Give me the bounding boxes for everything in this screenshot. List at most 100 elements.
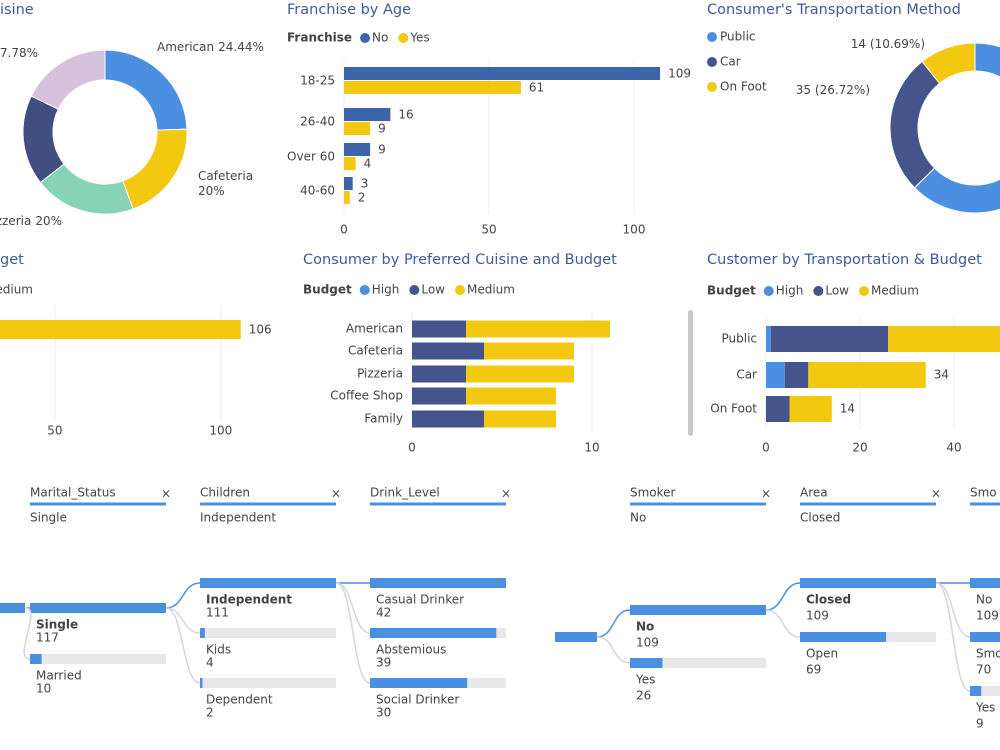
data-label: 2 [358,191,366,205]
bar [344,143,371,156]
chart-title: isine [0,2,34,18]
donut-slice [913,42,1000,214]
legend-label: Yes [409,31,429,45]
slicer-clear[interactable]: × [501,487,511,501]
bar-segment [766,396,790,422]
data-label-name: Cafeteria [198,169,253,183]
slicer-value: Independent [200,511,276,525]
y-tick-label: Public [721,332,757,346]
tree-bar [970,578,1000,588]
legend-marker [409,285,420,295]
tree-node-label: Closed [806,593,851,607]
data-label: 14 (10.69%) [851,37,925,51]
data-label: 9 [378,122,386,136]
data-label-value: 17.78% [0,46,38,60]
y-tick-label: On Foot [710,402,757,416]
slicer-field: Smo [970,486,997,500]
bar-segment [466,387,556,405]
tree-root-bar [555,632,597,642]
legend-label: Low [825,284,849,298]
slicer-clear[interactable]: × [331,487,341,501]
tree-root-bar [0,603,25,613]
legend-label: High [372,283,400,297]
donut-slice [921,42,976,85]
bar [344,122,371,135]
tree-node-value: 70 [976,663,991,677]
y-tick-label: Cafeteria [348,344,403,358]
bar-segment [808,362,926,388]
total-label: 14 [840,402,855,416]
chart-title: get [0,252,24,268]
x-tick-label: 50 [481,223,496,237]
tree-track [30,654,166,664]
tree-node-value: 109 [806,609,829,623]
tree-node-label: Social Drinker [376,693,459,707]
slicer-clear[interactable]: × [761,487,771,501]
y-tick-label: American [346,322,403,336]
tree-node-value: 2 [206,706,214,720]
tree-node-label: Kids [206,643,231,657]
tree-connector [335,582,371,634]
x-tick-label: 20 [852,441,867,455]
tree-connector [596,609,631,638]
y-tick-label: Pizzeria [357,367,403,381]
tree-bar [370,678,468,688]
data-label: 4 [364,157,372,171]
data-label: 17.78% [0,46,38,60]
tree-node-label: Married [36,669,82,683]
scrollbar[interactable] [688,310,693,436]
slicer-value: No [630,511,646,525]
data-label-value: 14 (10.69%) [851,37,925,51]
bar-segment [484,342,574,360]
slicer-clear[interactable]: × [161,487,171,501]
slicer-field: Children [200,486,250,500]
tree-bar [200,628,205,638]
tree-node-value: 117 [36,631,59,645]
tree-connector [335,582,371,684]
chart-title: Customer by Transportation & Budget [707,252,982,268]
slicer-field: Area [800,486,828,500]
bar [344,191,350,204]
data-label: 61 [529,81,544,95]
bar-segment [766,362,785,388]
tree-node-value: 9 [976,717,984,731]
data-label-value: 20% [35,214,62,228]
tree-node-label: Yes [975,701,995,715]
tree-connector [935,582,971,638]
tree-node-value: 26 [636,689,651,703]
bar-segment [466,320,610,338]
tree-node-label: Dependent [206,693,273,707]
bar [344,157,356,170]
data-label-name: Pizzeria [0,214,31,228]
data-label: Cafeteria 20% [198,169,253,198]
legend-marker [707,32,717,42]
chart-title: Franchise by Age [287,2,411,18]
tree-bar [970,686,982,696]
slicer-field: Marital_Status [30,486,116,500]
tree-track [630,658,766,668]
tree-bar [800,578,936,588]
data-label: 109 [668,67,691,81]
tree-connector [935,582,971,692]
legend-title: Budget [707,284,756,298]
data-label: Pizzeria 20% [0,214,62,228]
y-tick-label: 40-60 [300,184,335,198]
tree-track [970,686,1000,696]
tree-track [200,678,336,688]
chart-title: Consumer by Preferred Cuisine and Budget [303,252,617,268]
tree-node-value: 30 [376,706,391,720]
tree-track [200,628,336,638]
tree-node-value: 42 [376,606,391,620]
tree-node-label: Open [806,647,838,661]
tree-node-value: 39 [376,656,391,670]
y-tick-label: Over 60 [287,150,335,164]
tree-connector [596,636,631,664]
y-tick-label: 26-40 [300,115,335,129]
tree-bar [30,654,42,664]
x-tick-label: 100 [209,424,232,438]
slicer-clear[interactable]: × [931,487,941,501]
x-tick-label: 50 [47,424,62,438]
data-label: 106 [249,323,272,337]
tree-connector [765,609,801,638]
